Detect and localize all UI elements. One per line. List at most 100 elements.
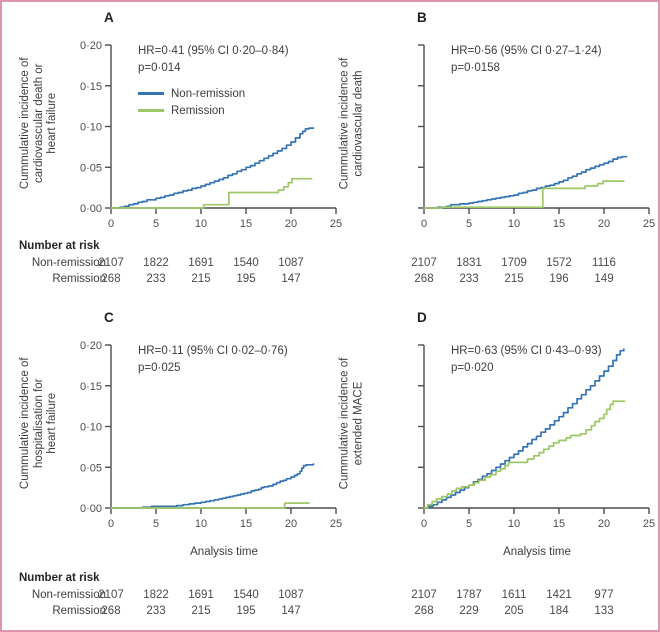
panel-b-y-axis-title: Cummulative incidence of cardiovascular … — [338, 57, 365, 190]
x-tick-label: 25 — [330, 218, 342, 230]
y-tick-label: 0·15 — [80, 81, 102, 93]
series-non-remission — [110, 127, 315, 209]
at-risk-count: 196 — [549, 273, 569, 285]
at-risk-count: 268 — [414, 273, 434, 285]
at-risk-count: 1572 — [546, 257, 572, 269]
x-tick-label: 15 — [240, 218, 252, 230]
at-risk-row-label-remission: Remission — [52, 273, 106, 285]
panel-d-x-axis-title: Analysis time — [503, 546, 571, 558]
at-risk-count: 233 — [459, 273, 479, 285]
y-tick-label: 0·00 — [80, 503, 102, 515]
x-tick-label: 0 — [421, 518, 427, 530]
x-tick-label: 10 — [508, 218, 520, 230]
x-tick-label: 25 — [643, 518, 655, 530]
at-risk-count: 2107 — [98, 257, 124, 269]
panel-c: 0·00 0·05 0·10 0·15 0·20 0 5 10 15 20 25 C HR=0·11… — [14, 308, 359, 543]
at-risk-count: 1691 — [188, 589, 214, 601]
panel-c-p-value: p=0·025 — [138, 362, 181, 374]
x-tick-label: 20 — [285, 518, 297, 530]
panel-b-letter: B — [417, 10, 427, 25]
x-tick-label: 5 — [153, 218, 159, 230]
at-risk-count: 1691 — [188, 257, 214, 269]
x-tick-label: 0 — [108, 218, 114, 230]
at-risk-count: 1822 — [143, 257, 169, 269]
at-risk-count: 184 — [549, 605, 569, 617]
x-tick-label: 15 — [553, 218, 565, 230]
at-risk-count: 977 — [594, 589, 614, 601]
at-risk-count: 268 — [101, 273, 121, 285]
at-risk-count: 1611 — [501, 589, 527, 601]
panel-d-letter: D — [417, 310, 427, 325]
legend-label-remission: Remission — [171, 104, 225, 117]
panel-d-p-value: p=0·020 — [451, 362, 494, 374]
at-risk-count: 195 — [236, 605, 256, 617]
panel-c-x-axis-title: Analysis time — [190, 546, 258, 558]
at-risk-count: 1540 — [233, 589, 259, 601]
at-risk-table-a: Number at risk Non-remission Remission 2… — [2, 240, 658, 294]
panel-c-hr-annotation: HR=0·11 (95% CI 0·02–0·76) — [138, 345, 288, 357]
series-non-remission — [423, 155, 628, 209]
y-tick-label: 0·20 — [80, 340, 102, 352]
legend: Non-remission Remission — [138, 85, 245, 119]
at-risk-table-d: 2107 1787 1611 1421 977 268 229 205 184 133 — [2, 572, 658, 626]
at-risk-count: 195 — [236, 273, 256, 285]
at-risk-count: 229 — [459, 605, 479, 617]
at-risk-count: 1709 — [501, 257, 527, 269]
at-risk-count: 1087 — [278, 589, 304, 601]
at-risk-table-b: 2107 1831 1709 1572 1116 268 233 215 196 149 — [2, 240, 658, 294]
panel-a: 0·00 0·05 0·10 0·15 0·20 0 5 10 15 20 25 A HR=0·41… — [14, 8, 359, 243]
panel-a-letter: A — [104, 10, 114, 25]
x-tick-label: 10 — [195, 218, 207, 230]
x-tick-label: 15 — [240, 518, 252, 530]
at-risk-count: 2107 — [411, 257, 437, 269]
x-tick-label: 10 — [508, 518, 520, 530]
y-tick-label: 0·05 — [80, 462, 102, 474]
legend-item-remission: Remission — [138, 102, 245, 119]
panel-b-hr-annotation: HR=0·56 (95% CI 0·27–1·24) — [451, 45, 602, 57]
x-tick-label: 0 — [108, 518, 114, 530]
at-risk-count: 2107 — [98, 589, 124, 601]
at-risk-count: 149 — [594, 273, 614, 285]
panel-a-p-value: p=0·014 — [138, 62, 181, 74]
at-risk-count: 1087 — [278, 257, 304, 269]
remission-line-swatch — [138, 109, 164, 112]
y-tick-label: 0·10 — [80, 122, 102, 134]
at-risk-table-c: Number at risk Non-remission Remission 2… — [2, 572, 658, 626]
x-tick-label: 10 — [195, 518, 207, 530]
at-risk-count: 1831 — [456, 257, 482, 269]
legend-item-non-remission: Non-remission — [138, 85, 245, 102]
at-risk-count: 133 — [594, 605, 614, 617]
panel-d-plot: 0 5 10 15 20 25 — [418, 344, 655, 530]
series-non-remission — [110, 463, 315, 509]
at-risk-row-label-non-remission: Non-remission — [31, 589, 106, 601]
at-risk-count: 233 — [146, 605, 166, 617]
panel-a-hr-annotation: HR=0·41 (95% CI 0·20–0·84) — [138, 45, 289, 57]
at-risk-count: 268 — [414, 605, 434, 617]
x-tick-label: 20 — [285, 218, 297, 230]
y-tick-label: 0·10 — [80, 422, 102, 434]
at-risk-count: 215 — [504, 273, 524, 285]
panel-b: 0 5 10 15 20 25 B HR=0·56 (95% CI 0·27–1·24) … — [327, 8, 658, 243]
at-risk-count: 147 — [281, 605, 301, 617]
at-risk-count: 1421 — [546, 589, 572, 601]
series-remission — [110, 177, 313, 209]
x-tick-label: 5 — [466, 518, 472, 530]
at-risk-row-label-remission: Remission — [52, 605, 106, 617]
panel-d: 0 5 10 15 20 25 D HR=0·63 (95% CI 0·43–0·93) … — [327, 308, 658, 543]
panel-c-letter: C — [104, 310, 114, 325]
y-tick-label: 0·00 — [80, 203, 102, 215]
at-risk-row-label-non-remission: Non-remission — [31, 257, 106, 269]
series-remission — [423, 400, 626, 509]
at-risk-count: 233 — [146, 273, 166, 285]
at-risk-count: 1787 — [456, 589, 482, 601]
x-tick-label: 5 — [153, 518, 159, 530]
series-non-remission — [423, 348, 625, 509]
at-risk-header: Number at risk — [19, 572, 100, 584]
at-risk-count: 205 — [504, 605, 524, 617]
x-tick-label: 5 — [466, 218, 472, 230]
at-risk-count: 1116 — [592, 257, 616, 269]
non-remission-line-swatch — [138, 92, 164, 95]
at-risk-count: 147 — [281, 273, 301, 285]
at-risk-count: 2107 — [411, 589, 437, 601]
